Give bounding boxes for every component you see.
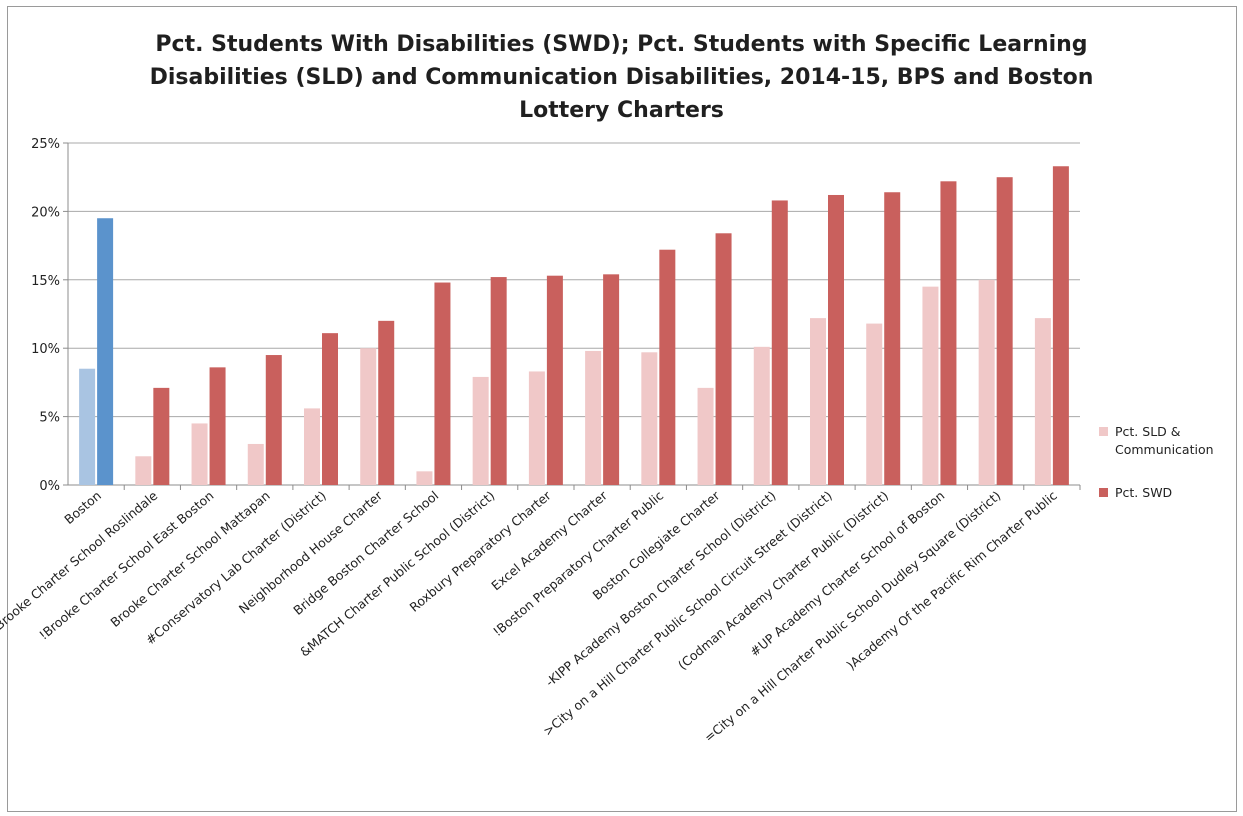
bar-swd (265, 355, 282, 485)
bar-sld (528, 371, 545, 485)
legend-swatch (1099, 427, 1108, 436)
bar-sld (360, 348, 377, 485)
bar-sld (866, 323, 883, 485)
legend-label: Pct. SLD & Communication (1115, 424, 1214, 457)
bar-sld (135, 456, 152, 485)
x-tick-label: )Academy Of the Pacific Rim Charter Publ… (844, 488, 1060, 673)
bar-swd (209, 367, 226, 485)
x-tick-label: Boston (61, 488, 104, 527)
x-axis: Boston!Brooke Charter School Roslindale!… (0, 485, 1081, 745)
bar-swd (97, 218, 114, 486)
bar-swd (715, 233, 732, 485)
x-tick-label: &MATCH Charter Public School (District) (297, 488, 498, 660)
y-tick-label: 0% (39, 479, 60, 494)
bar-sld (472, 376, 489, 485)
bar-sld (247, 443, 264, 485)
bar-swd (153, 387, 170, 485)
bar-swd (603, 274, 620, 485)
bar-sld (191, 423, 208, 485)
legend-swatch (1099, 488, 1108, 497)
y-tick-label: 15% (31, 274, 60, 289)
bar-sld (585, 350, 602, 485)
bar-sld (79, 368, 96, 485)
bar-swd (771, 200, 788, 485)
bar-swd (659, 249, 676, 485)
legend: Pct. SLD & Communication Pct. SWD (1099, 424, 1214, 500)
y-tick-label: 10% (31, 342, 60, 357)
bar-swd (378, 320, 395, 485)
y-tick-label: 20% (31, 205, 60, 220)
y-axis: 0% 5% 10% 15% 20% 25% (31, 137, 69, 494)
bar-swd (322, 333, 338, 485)
bar-sld (810, 318, 826, 485)
bar-swd (1052, 166, 1069, 486)
bar-sld (697, 387, 714, 485)
y-tick-label: 5% (39, 411, 60, 426)
bar-sld (978, 279, 995, 485)
bar-sld (304, 408, 320, 485)
chart-title-line-3: Lottery Charters (519, 98, 724, 123)
bar-sld (416, 471, 433, 485)
bar-swd (828, 194, 844, 485)
bar-sld (753, 346, 770, 485)
bar-swd (996, 177, 1013, 485)
x-tick-label: #UP Academy Charter School of Boston (747, 488, 947, 660)
bar-sld (1034, 318, 1051, 485)
bar-swd (940, 181, 957, 485)
chart-title-line-2: Disabilities (SLD) and Communication Dis… (149, 65, 1094, 90)
bar-sld (641, 352, 658, 485)
legend-label: Pct. SWD (1115, 485, 1172, 500)
bars (79, 166, 1069, 486)
bar-sld (922, 286, 939, 485)
y-tick-label: 25% (31, 137, 60, 152)
x-tick-label: (Codman Academy Charter Public (District… (675, 488, 891, 673)
chart-title: Pct. Students With Disabilities (SWD); P… (0, 28, 1243, 127)
bar-swd (490, 277, 507, 485)
bar-swd (546, 275, 563, 485)
bar-swd (884, 192, 901, 486)
chart-title-line-1: Pct. Students With Disabilities (SWD); P… (155, 32, 1088, 57)
bar-swd (434, 282, 451, 485)
